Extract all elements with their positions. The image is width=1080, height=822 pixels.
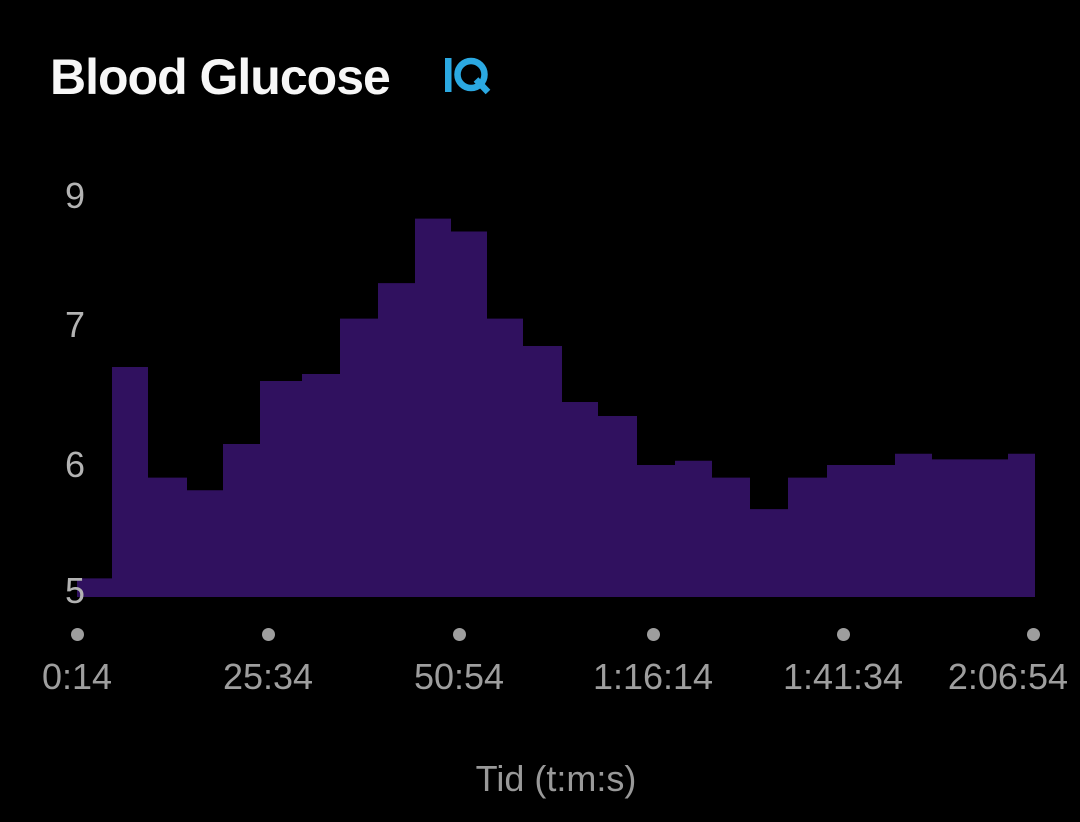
y-tick-label: 5 [64,570,85,611]
x-tick-label: 2:06:54 [947,656,1068,697]
y-tick-label: 6 [64,444,85,485]
x-axis-title: Tid (t:m:s) [475,758,637,799]
x-tick-dot [452,627,466,641]
y-tick-label: 7 [64,304,85,345]
x-tick-dot [836,627,850,641]
x-tick-dot [261,627,275,641]
connect-iq-logo-icon [445,57,491,95]
x-tick-label: 50:54 [413,656,505,697]
x-tick-label: 25:34 [222,656,314,697]
x-tick-dot [1026,627,1040,641]
page-title: Blood Glucose [50,49,391,105]
x-tick-dot [70,627,84,641]
x-tick-label: 0:14 [41,656,113,697]
x-tick-dot [646,627,660,641]
x-tick-label: 1:41:34 [782,656,904,697]
x-tick-label: 1:16:14 [592,656,714,697]
y-tick-label: 9 [64,175,85,216]
